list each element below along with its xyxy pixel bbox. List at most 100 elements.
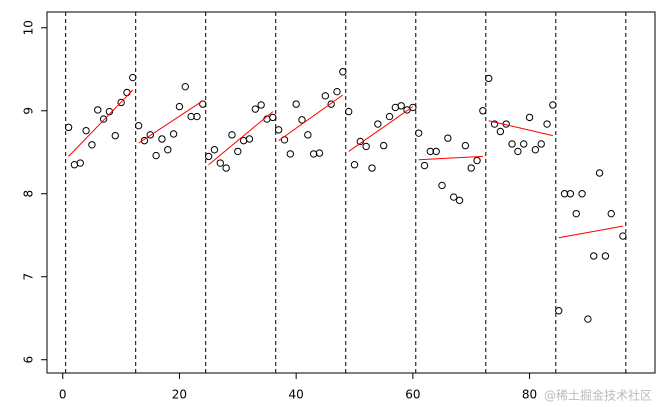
point	[204, 152, 213, 161]
point	[129, 73, 137, 82]
point	[327, 100, 335, 108]
point	[560, 190, 569, 198]
point	[461, 141, 470, 150]
point	[385, 112, 394, 121]
fit-line	[138, 100, 204, 144]
point	[117, 98, 125, 107]
point	[531, 146, 540, 154]
point	[350, 160, 359, 169]
point	[444, 134, 452, 142]
point	[286, 150, 295, 158]
point	[584, 315, 592, 323]
point	[578, 190, 586, 198]
x-tick-label: 40	[289, 388, 304, 402]
point	[181, 82, 189, 91]
point	[485, 74, 493, 83]
point	[158, 135, 166, 143]
x-tick-label: 0	[59, 388, 67, 402]
point	[99, 115, 108, 123]
point	[455, 196, 464, 205]
point	[257, 101, 265, 109]
point	[333, 87, 341, 96]
point	[379, 141, 388, 150]
point	[134, 121, 143, 130]
y-tick-label: 10	[22, 20, 36, 35]
point	[555, 307, 563, 315]
point	[490, 120, 499, 128]
point	[508, 140, 516, 148]
point	[187, 112, 195, 121]
fit-line	[418, 155, 483, 161]
point	[409, 103, 417, 112]
point	[549, 101, 557, 109]
point	[245, 135, 254, 143]
point	[164, 146, 172, 154]
point	[496, 127, 505, 136]
point	[269, 113, 277, 122]
point	[222, 164, 230, 172]
point	[292, 100, 300, 108]
point	[566, 190, 575, 198]
point	[607, 209, 615, 218]
point	[315, 149, 324, 157]
fit-line	[68, 89, 134, 157]
point	[210, 146, 219, 154]
fit-line	[348, 106, 414, 152]
point	[321, 92, 330, 100]
point	[590, 252, 598, 260]
point	[397, 102, 405, 110]
point	[88, 141, 96, 149]
plot-frame	[46, 11, 656, 374]
point	[601, 252, 610, 260]
point	[64, 123, 73, 132]
point	[479, 107, 487, 115]
point	[595, 169, 604, 177]
point	[414, 129, 423, 137]
point	[467, 164, 475, 172]
y-tick-label: 9	[22, 107, 36, 115]
point	[169, 130, 178, 138]
x-tick-label: 80	[522, 388, 537, 402]
point	[619, 232, 627, 240]
point	[473, 156, 481, 165]
point	[175, 102, 184, 111]
point	[146, 131, 154, 139]
point	[514, 147, 522, 156]
x-tick-label: 20	[172, 388, 187, 402]
point	[525, 113, 534, 122]
point	[339, 68, 347, 76]
point	[362, 142, 370, 151]
x-tick-label: 60	[405, 388, 420, 402]
point	[537, 140, 545, 148]
point	[193, 112, 201, 121]
y-tick-label: 6	[22, 356, 36, 364]
point	[449, 193, 458, 201]
point	[216, 159, 224, 167]
point	[344, 107, 353, 116]
point	[572, 209, 580, 218]
point	[420, 161, 429, 170]
point	[543, 120, 551, 128]
point	[76, 159, 84, 167]
fit-line	[488, 120, 554, 137]
point	[152, 151, 160, 160]
point	[304, 131, 312, 139]
point	[520, 140, 528, 148]
fit-line	[208, 111, 274, 166]
fit-line	[278, 94, 344, 142]
point	[251, 105, 260, 113]
point	[82, 126, 90, 135]
point	[123, 88, 131, 97]
point	[94, 106, 102, 114]
point	[426, 147, 435, 156]
point	[438, 181, 446, 190]
fit-line	[558, 225, 623, 239]
point	[234, 147, 242, 156]
point	[374, 120, 382, 128]
point	[111, 131, 119, 140]
point	[274, 126, 283, 134]
point	[140, 136, 149, 145]
y-tick-label: 8	[22, 190, 36, 198]
point	[432, 147, 440, 156]
